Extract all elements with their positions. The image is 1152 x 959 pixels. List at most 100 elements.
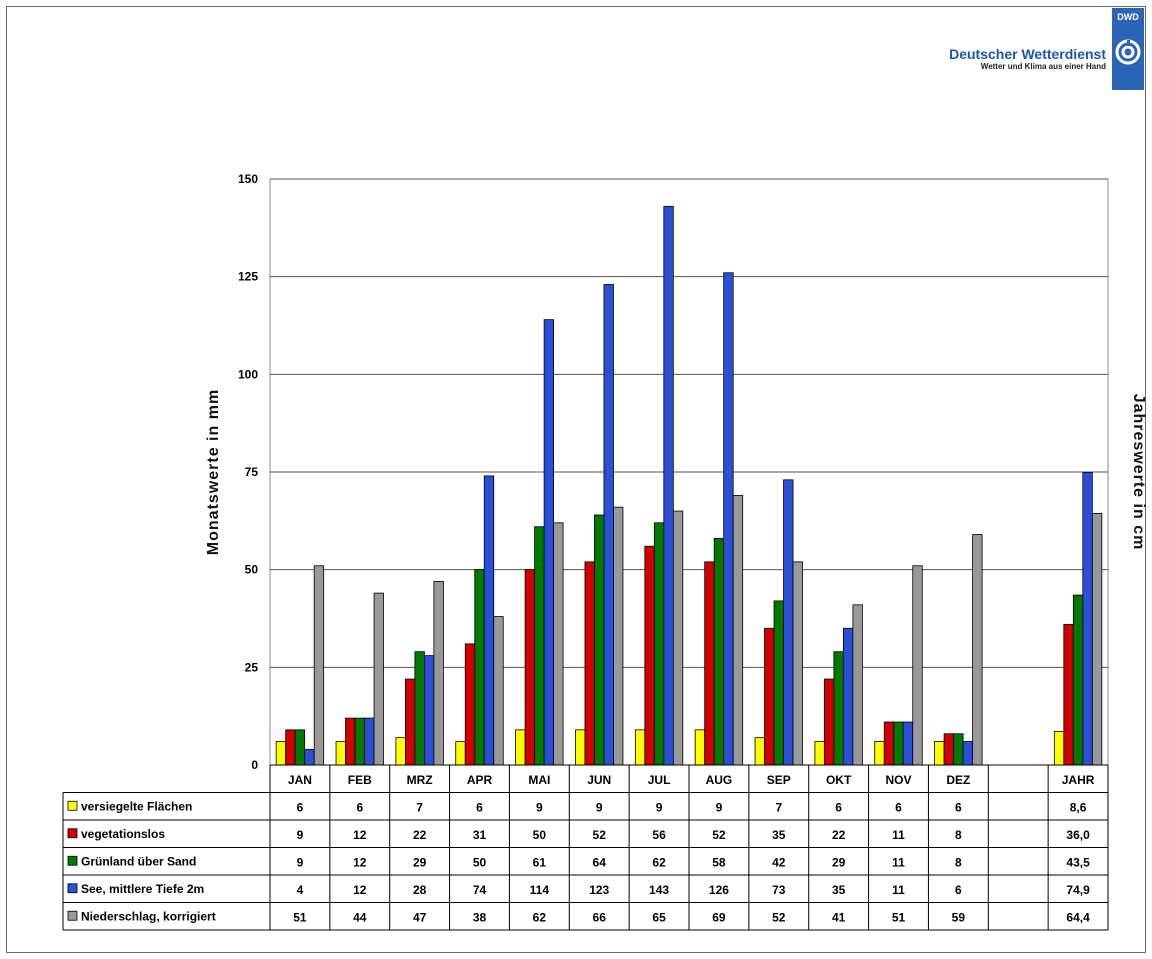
x-tick-label: JUL [648,773,671,787]
bar-3 [893,721,904,766]
bar-5 [313,565,325,766]
table-cell: 52 [593,828,607,842]
y-tick-label: 0 [251,758,258,772]
table-cell: 74,9 [1066,883,1090,897]
bar-3 [773,600,784,766]
table-cell: 47 [413,910,427,924]
bar-3 [414,651,425,766]
bar-2 [464,643,476,766]
y-tick-label: 150 [238,172,258,186]
legend-label: vegetationslos [81,827,165,841]
x-tick-label: JAHR [1062,773,1095,787]
table-cell: 38 [473,910,487,924]
bar-1 [455,741,466,766]
bar-3 [953,733,964,766]
table-cell: 7 [416,800,423,814]
bar-3 [833,651,844,766]
bar-1 [1053,731,1065,766]
table-cell: 4 [297,883,304,897]
table-cell: 126 [709,883,729,897]
bar-1 [335,741,346,766]
bar-5 [493,616,504,766]
table-cell: 51 [892,910,906,924]
table-cell: 8 [955,855,962,869]
table-cell: 12 [353,855,367,869]
bar-4 [663,205,674,766]
x-tick-label: AUG [706,773,733,787]
table-cell: 29 [832,855,846,869]
table-cell: 123 [589,883,609,897]
table-cell: 35 [832,883,846,897]
table-cell: 143 [649,883,669,897]
bar-5 [792,561,803,766]
bar-2 [524,569,536,766]
table-cell: 9 [297,828,304,842]
bar-3 [594,514,605,766]
table-cell: 6 [895,800,902,814]
y-tick-label: 125 [238,270,258,284]
bar-2 [823,678,835,766]
table-cell: 9 [536,800,543,814]
bar-4 [304,748,315,766]
legend-swatch [67,910,78,921]
table-cell: 8,6 [1070,800,1087,814]
table-cell: 6 [955,883,962,897]
bar-4 [783,479,794,766]
table-cell: 6 [476,800,483,814]
bar-1 [395,737,406,766]
table-cell: 52 [712,828,726,842]
bar-1 [814,741,825,766]
table-cell: 31 [473,828,487,842]
bar-5 [852,604,863,766]
bar-2 [943,733,955,766]
table-cell: 6 [955,800,962,814]
bar-1 [754,737,765,766]
legend-swatch [67,855,78,866]
table-cell: 73 [772,883,786,897]
table-cell: 6 [297,800,304,814]
bar-4 [364,717,375,766]
data-table: JAN FEB MRZ APR MAI JUN JUL AUG SEP OKT NOV DEZ JAHR… [62,764,1109,931]
table-cell: 69 [712,910,726,924]
bar-4 [603,284,614,766]
x-tick-label: JUN [587,773,611,787]
bar-2 [345,717,356,766]
bar-2 [704,561,715,766]
legend-label: versiegelte Flächen [81,799,192,813]
bar-3 [713,538,725,766]
table-cell: 56 [652,828,666,842]
bar-4 [543,319,555,766]
bars [275,205,1103,766]
bar-5 [672,510,684,766]
table-cell: 22 [413,828,427,842]
table-cell: 9 [297,855,304,869]
x-tick-label: DEZ [946,773,970,787]
bar-4 [902,721,914,766]
legend-label: Grünland über Sand [81,854,196,868]
table-cell: 64,4 [1066,910,1090,924]
table-cell: 11 [892,855,905,869]
table-cell: 6 [835,800,842,814]
table-cell: 12 [353,883,367,897]
y-tick-label: 25 [245,660,259,674]
x-tick-label: NOV [885,773,911,787]
bar-2 [584,561,595,766]
table-cell: 7 [775,800,782,814]
logo-subtitle: Wetter und Klima aus einer Hand [980,62,1106,71]
bar-5 [613,506,624,766]
legend-label: See, mittlere Tiefe 2m [81,882,204,896]
bar-2 [764,627,775,766]
bar-1 [934,741,945,766]
x-tick-label: JAN [288,773,312,787]
bar-3 [1072,594,1084,766]
y-tick-label: 50 [245,563,259,577]
table-cell: 52 [772,910,786,924]
bar-2 [644,545,655,766]
dwd-swirl-icon: DWD [1112,8,1144,90]
y-axis-label: Monatswerte in mm [205,389,222,555]
bar-3 [534,526,545,766]
bar-5 [553,522,564,766]
bar-2 [883,721,895,766]
table-cell: 74 [473,883,487,897]
